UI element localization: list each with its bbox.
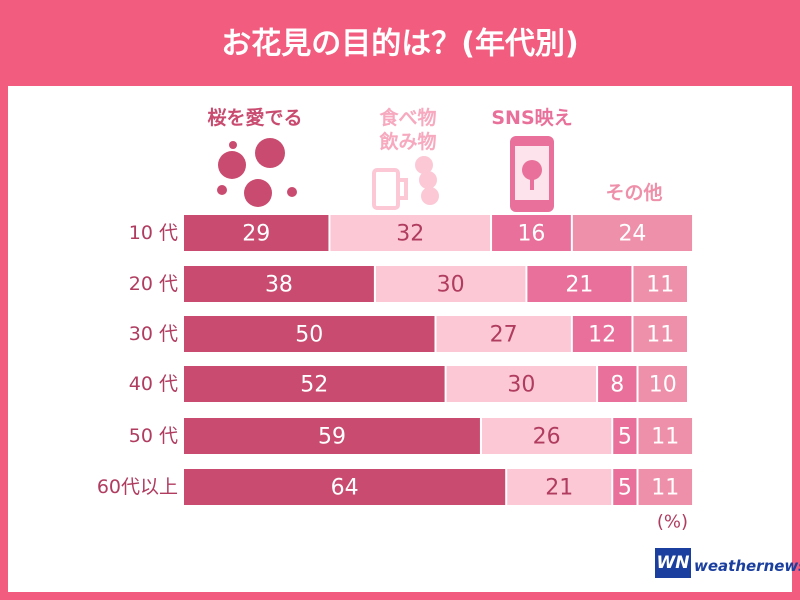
legend-label: SNS映え <box>491 107 573 129</box>
bar-segment <box>184 469 506 505</box>
bar-segment <box>184 316 435 352</box>
data-label: 38 <box>265 273 293 298</box>
bar-segment <box>481 418 612 454</box>
bar-segment <box>507 469 612 505</box>
cherry-icon <box>217 138 297 207</box>
bar-segment <box>572 316 632 352</box>
bar-segment <box>184 215 329 251</box>
bar-segment <box>446 366 597 402</box>
data-label: 50 <box>295 323 323 348</box>
data-label: 5 <box>618 476 632 501</box>
data-label: 16 <box>517 222 545 247</box>
data-label: 52 <box>300 373 328 398</box>
bar-segment <box>638 469 693 505</box>
data-label: 21 <box>545 476 573 501</box>
bar-segment <box>613 469 637 505</box>
food-icon <box>372 156 439 210</box>
legend-label: 食べ物 飲み物 <box>379 107 437 153</box>
bar-segment <box>184 418 480 454</box>
data-label: 29 <box>242 222 270 247</box>
data-label: 30 <box>507 373 535 398</box>
bar-segment <box>184 266 374 302</box>
data-label: 5 <box>618 425 632 450</box>
data-label: 30 <box>437 273 465 298</box>
bar-segment <box>572 215 693 251</box>
bar-segment <box>375 266 526 302</box>
bar-segment <box>633 316 687 352</box>
legend-label: 桜を愛でる <box>207 107 303 129</box>
data-label: 21 <box>565 273 593 298</box>
data-label: 8 <box>610 373 624 398</box>
bar-segment <box>436 316 571 352</box>
data-label: 32 <box>396 222 424 247</box>
y-tick-label: 30 代 <box>129 323 178 345</box>
data-label: 11 <box>646 273 674 298</box>
y-tick-label: 50 代 <box>129 425 178 447</box>
bar-segment <box>613 418 637 454</box>
data-label: 27 <box>490 323 518 348</box>
data-label: 59 <box>318 425 346 450</box>
bar-segment <box>527 266 632 302</box>
y-tick-label: 20 代 <box>129 273 178 295</box>
y-tick-label: 10 代 <box>129 222 178 244</box>
bar-segment <box>598 366 637 402</box>
phone-icon <box>510 136 554 212</box>
data-label: 10 <box>649 373 677 398</box>
bar-segment <box>492 215 571 251</box>
y-tick-label: 40 代 <box>129 373 178 395</box>
y-tick-label: 60代以上 <box>97 476 178 498</box>
bar-segment <box>330 215 491 251</box>
source: weathernews <box>694 557 800 575</box>
bar-segment <box>633 266 687 302</box>
data-label: 12 <box>588 323 616 348</box>
data-label: 11 <box>646 323 674 348</box>
logo-box <box>655 548 691 578</box>
legend-label: その他 <box>605 182 663 204</box>
data-label: 64 <box>331 476 359 501</box>
logo: WN <box>657 553 690 573</box>
data-label: 26 <box>533 425 561 450</box>
data-label: 11 <box>651 476 679 501</box>
bar-segment <box>184 366 445 402</box>
unit-label: (%) <box>657 512 688 533</box>
bar-segment <box>638 418 693 454</box>
data-label: 24 <box>618 222 646 247</box>
bar-segment <box>638 366 687 402</box>
chart-title: お花見の目的は？(年代別) <box>221 27 578 62</box>
data-label: 11 <box>651 425 679 450</box>
